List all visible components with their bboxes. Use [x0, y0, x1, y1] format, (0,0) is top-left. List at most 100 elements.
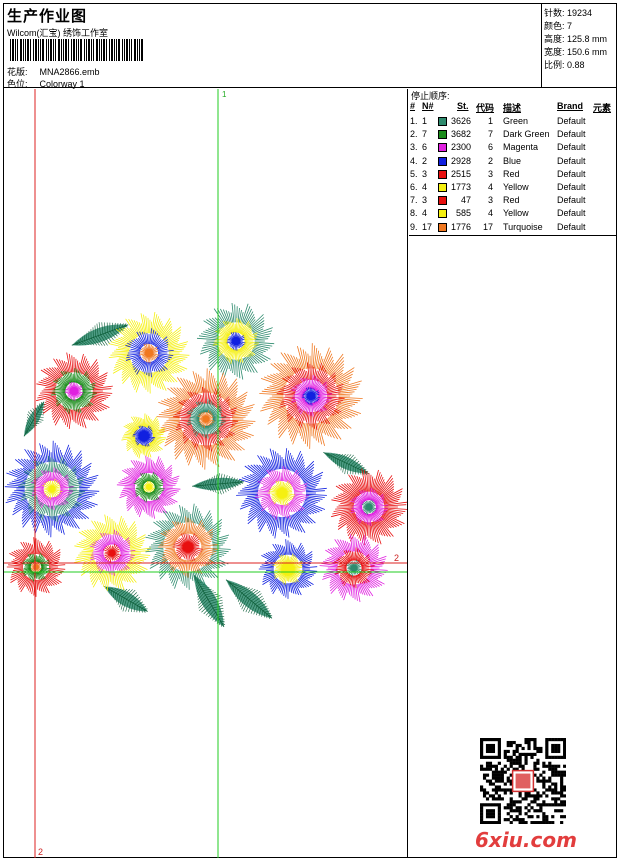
- cell-num: 5.: [410, 168, 418, 179]
- cell-st: 585: [455, 208, 471, 219]
- flower-motif: [6, 537, 66, 597]
- colorway-value: Colorway 1: [39, 79, 85, 89]
- embroidery-artwork: 1 2 2: [4, 89, 407, 858]
- flower-motif: [145, 503, 231, 590]
- design-file-label: 花版:: [7, 67, 28, 77]
- cell-n: 7: [422, 129, 428, 140]
- leaf-motif: [193, 574, 226, 628]
- col-header-code: 代码: [476, 103, 495, 113]
- page-title: 生产作业图: [7, 8, 88, 25]
- cell-code: 2: [487, 155, 493, 166]
- color-swatch: [438, 209, 447, 219]
- cell-desc: Green: [503, 116, 529, 126]
- cell-desc: Red: [503, 195, 520, 206]
- guide-label-v1: 1: [222, 90, 227, 99]
- company-name: Wilcom(汇宝) 绣饰工作室: [7, 28, 108, 38]
- table-row: 7. 3 47 3 Red Default: [409, 194, 617, 207]
- cell-brand: Default: [557, 208, 586, 219]
- stitch-count: 针数: 19234: [544, 8, 593, 18]
- header-panel: 生产作业图 Wilcom(汇宝) 绣饰工作室 花版: MNA2866.emb 色…: [4, 4, 542, 90]
- design-file-value: MNA2866.emb: [39, 67, 100, 77]
- cell-code: 17: [482, 221, 493, 232]
- table-row: 9. 17 1776 17 Turquoise Default: [409, 221, 617, 234]
- cell-st: 2300: [450, 142, 471, 153]
- color-swatch: [438, 117, 447, 126]
- col-header-brand: Brand: [557, 101, 584, 111]
- leaf-motif: [323, 452, 369, 475]
- cell-brand: Default: [557, 168, 586, 179]
- color-count: 颜色: 7: [544, 21, 573, 31]
- cell-brand: Default: [557, 155, 586, 166]
- flowers-group: [4, 302, 407, 603]
- cell-code: 3: [487, 195, 493, 206]
- right-panel: 停止顺序: # N# St. 代码 描述 Brand 元素 1. 1 3626 1 Gr…: [409, 89, 617, 858]
- color-swatch: [438, 222, 447, 232]
- leaf-motif: [225, 579, 273, 619]
- flower-motif: [319, 534, 388, 603]
- color-swatch: [438, 183, 447, 192]
- cell-code: 1: [487, 116, 493, 126]
- design-file-line: 花版: MNA2866.emb: [7, 65, 100, 78]
- cell-n: 6: [422, 142, 428, 153]
- watermark-logo: 6xiu.com: [475, 828, 577, 852]
- cell-st: 1776: [450, 221, 471, 232]
- design-height: 高度: 125.8 mm: [544, 34, 608, 44]
- col-header-needle: N#: [422, 101, 434, 111]
- sheet-border: [3, 3, 617, 858]
- cell-desc: Yellow: [503, 208, 529, 219]
- cell-num: 7.: [410, 195, 418, 206]
- cell-n: 17: [422, 221, 433, 232]
- flower-motif: [156, 368, 256, 470]
- cell-code: 4: [487, 208, 493, 219]
- flower-motif: [259, 343, 363, 449]
- cell-desc: Red: [503, 168, 520, 179]
- flower-motif: [258, 539, 318, 599]
- stop-sequence-title: 停止顺序:: [411, 91, 450, 101]
- cell-num: 3.: [410, 142, 418, 153]
- guide-label-h2: 2: [394, 553, 399, 563]
- leaf-motif: [71, 322, 129, 346]
- design-width: 宽度: 150.6 mm: [544, 47, 608, 57]
- color-swatch: [438, 143, 447, 153]
- cell-st: 47: [460, 195, 471, 206]
- cell-code: 3: [487, 168, 493, 179]
- flower-motif: [236, 448, 327, 539]
- col-header-stitches: St.: [457, 101, 469, 111]
- col-header-num: #: [410, 101, 416, 111]
- flower-motif: [74, 514, 151, 591]
- cell-st: 2928: [450, 155, 471, 166]
- watermark-text: 6xiu.com: [475, 828, 577, 852]
- cell-desc: Magenta: [503, 142, 539, 153]
- guide-label-v2: 2: [38, 847, 43, 857]
- col-header-element: 元素: [593, 103, 612, 113]
- cell-st: 3682: [450, 129, 471, 140]
- cell-desc: Turquoise: [503, 221, 543, 232]
- cell-desc: Dark Green: [503, 129, 550, 140]
- design-preview: 1 2 2: [4, 89, 408, 858]
- stats-panel: 针数: 19234 颜色: 7 高度: 125.8 mm 宽度: 150.6 m…: [542, 4, 617, 88]
- cell-num: 2.: [410, 129, 418, 140]
- cell-n: 2: [422, 155, 428, 166]
- leaf-motif: [104, 586, 148, 613]
- table-row: 2. 7 3682 7 Dark Green Default: [409, 128, 617, 141]
- colorway-line: 色位: Colorway 1: [7, 77, 85, 90]
- color-swatch: [438, 196, 447, 206]
- flower-motif: [108, 311, 190, 394]
- table-row: 4. 2 2928 2 Blue Default: [409, 155, 617, 168]
- cell-n: 1: [422, 116, 428, 126]
- stop-sequence-table: 停止顺序: # N# St. 代码 描述 Brand 元素 1. 1 3626 1 Gr…: [409, 89, 617, 236]
- flower-motif: [116, 455, 181, 519]
- cell-brand: Default: [557, 195, 586, 206]
- cell-code: 6: [487, 142, 493, 153]
- color-swatch: [438, 156, 447, 166]
- flower-motif: [36, 352, 113, 429]
- cell-brand: Default: [557, 182, 586, 192]
- design-scale: 比例: 0.88: [544, 60, 585, 70]
- table-row: 1. 1 3626 1 Green Default: [409, 115, 617, 128]
- cell-n: 3: [422, 195, 428, 206]
- flower-motif: [196, 302, 275, 380]
- cell-st: 2515: [450, 168, 471, 179]
- cell-desc: Blue: [503, 155, 522, 166]
- table-row: 8. 4 585 4 Yellow Default: [409, 207, 617, 220]
- cell-brand: Default: [557, 221, 586, 232]
